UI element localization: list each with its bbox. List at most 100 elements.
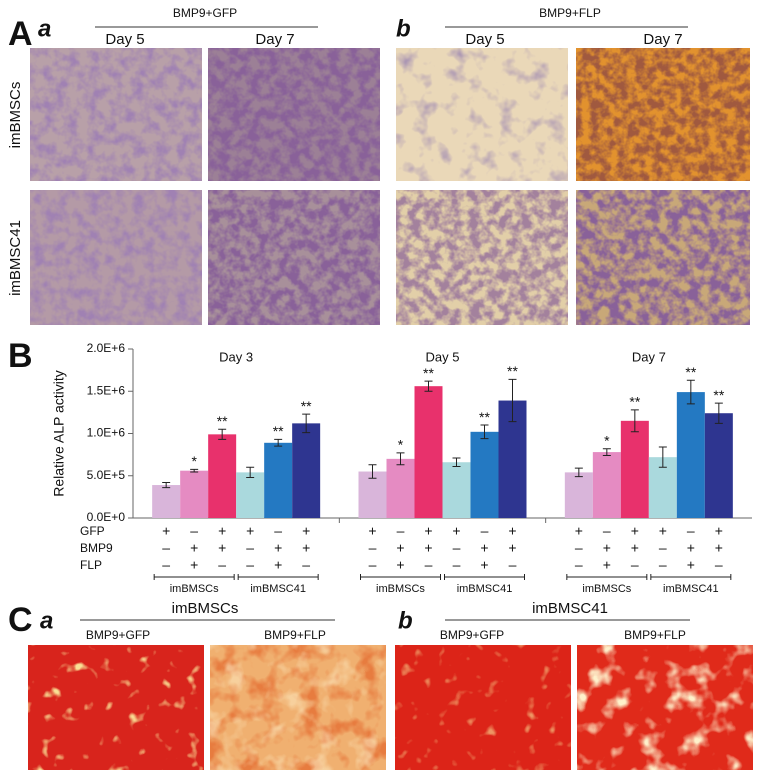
group-label: imBMSC41 [663, 583, 719, 595]
bar [264, 442, 293, 518]
treatment-mark: – [397, 523, 405, 539]
significance-label: ** [217, 413, 228, 429]
treatment-mark: – [659, 557, 667, 573]
treatment-mark: + [162, 523, 170, 539]
treatment-mark: + [246, 523, 254, 539]
panel-sublabel: b [398, 607, 413, 634]
error-bar [302, 413, 311, 434]
bar [442, 462, 471, 518]
treatment-name: FLP [80, 558, 102, 572]
micrographs [28, 645, 753, 770]
row-label: imBMSC41 [7, 220, 24, 296]
group-bracket [237, 574, 319, 580]
treatment-mark: + [508, 540, 516, 556]
panel-sublabel: a [40, 607, 53, 634]
treatment-mark: + [396, 540, 404, 556]
day-label: Day 7 [255, 31, 294, 48]
group-label: imBMSC41 [457, 583, 513, 595]
condition-label: BMP9+GFP [440, 628, 504, 642]
treatment-mark: + [480, 540, 488, 556]
error-bar [452, 457, 461, 467]
treatment-mark: + [715, 523, 723, 539]
significance-label: ** [629, 394, 640, 410]
panel-letter: A [8, 15, 33, 53]
bar [414, 386, 443, 518]
treatment-mark: – [274, 523, 282, 539]
treatment-mark: – [246, 540, 254, 556]
treatment-mark: – [369, 557, 377, 573]
group-header: BMP9+FLP [539, 6, 601, 20]
treatment-mark: – [162, 557, 170, 573]
error-bar [190, 468, 199, 473]
treatment-mark: – [575, 540, 583, 556]
group-bracket [360, 574, 441, 580]
error-bar [368, 464, 377, 479]
panel-sublabel: a [38, 15, 51, 42]
treatment-mark: + [480, 557, 488, 573]
error-bar [630, 409, 639, 433]
treatment-mark: – [190, 523, 198, 539]
treatment-mark: – [509, 557, 517, 573]
group-header: imBMSCs [172, 600, 239, 617]
treatment-mark: – [369, 540, 377, 556]
treatment-mark: + [190, 540, 198, 556]
bar [180, 470, 209, 518]
y-tick-label: 1.5E+6 [87, 383, 126, 397]
error-bar [714, 402, 723, 424]
group-header: imBMSC41 [532, 600, 608, 617]
treatment-mark: – [453, 540, 461, 556]
treatment-mark: + [218, 540, 226, 556]
treatment-mark: – [218, 557, 226, 573]
treatment-name: GFP [80, 524, 105, 538]
bar [386, 458, 415, 518]
treatment-mark: – [631, 557, 639, 573]
treatment-mark: + [452, 523, 460, 539]
treatment-mark: + [190, 557, 198, 573]
treatment-mark: – [575, 557, 583, 573]
treatment-mark: + [302, 523, 310, 539]
bar [470, 431, 499, 518]
error-bar [274, 438, 283, 447]
y-tick-label: 5.0E+5 [87, 468, 126, 482]
error-bar [424, 380, 433, 392]
treatment-mark: + [274, 557, 282, 573]
error-bar [658, 446, 667, 468]
error-bar [574, 467, 583, 478]
bar [236, 472, 265, 518]
significance-label: ** [423, 365, 434, 381]
y-tick-label: 2.0E+6 [87, 341, 126, 355]
significance-label: ** [273, 423, 284, 439]
treatment-mark: – [162, 540, 170, 556]
error-bar [602, 448, 611, 456]
group-bracket [153, 574, 235, 580]
error-bar [218, 428, 227, 440]
treatment-mark: + [631, 540, 639, 556]
category-label: Day 3 [219, 349, 253, 364]
significance-label: * [398, 437, 404, 453]
group-label: imBMSCs [376, 583, 425, 595]
treatment-mark: – [687, 523, 695, 539]
bar [592, 452, 621, 518]
error-bar [246, 466, 255, 478]
treatment-mark: – [659, 540, 667, 556]
day-label: Day 5 [105, 31, 144, 48]
y-axis-label: Relative ALP activity [51, 370, 67, 497]
significance-label: * [604, 432, 610, 448]
bar [676, 392, 705, 518]
treatment-mark: + [603, 540, 611, 556]
group-label: imBMSC41 [250, 583, 306, 595]
condition-label: BMP9+GFP [86, 628, 150, 642]
error-bar [396, 452, 405, 466]
significance-label: * [191, 453, 197, 469]
group-bracket [444, 574, 525, 580]
significance-label: ** [507, 363, 518, 379]
panel-letter: C [8, 601, 33, 639]
group-label: imBMSCs [582, 583, 631, 595]
day-label: Day 7 [643, 31, 682, 48]
bar [292, 423, 321, 518]
treatment-mark: + [575, 523, 583, 539]
significance-label: ** [479, 409, 490, 425]
treatment-mark: – [481, 523, 489, 539]
treatment-mark: – [302, 557, 310, 573]
